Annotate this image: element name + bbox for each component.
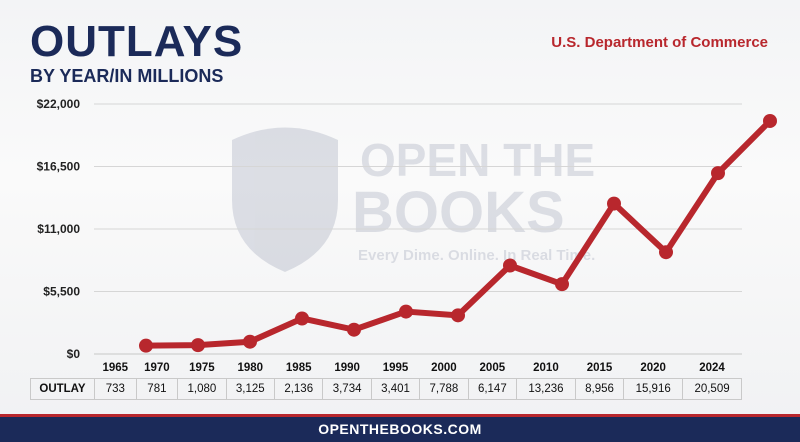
table-value-cell: 20,509 [682,378,742,400]
data-point [503,258,517,273]
watermark-tagline: Every Dime. Online. In Real Time. [358,247,595,264]
table-year-cell: 2015 [575,358,624,379]
data-point [295,311,309,326]
y-tick-label: $0 [67,347,81,361]
table-value-cell: 8,956 [574,378,625,400]
table-year-cell: 2024 [682,358,742,379]
y-tick-label: $22,000 [37,97,81,111]
table-year-cell: 1990 [322,358,372,379]
department-label: U.S. Department of Commerce [551,34,768,51]
data-point [711,166,725,181]
data-point [399,304,413,319]
data-point [763,113,777,128]
table-value-cell: 3,734 [322,378,372,400]
table-value-cell: 13,236 [516,378,576,400]
data-point [347,322,361,337]
table-year-cell: 1970 [136,358,178,379]
watermark-line1: OPEN THE [360,134,595,186]
table-year-cell: 1965 [94,358,137,379]
table-corner [30,358,95,379]
table-value-cell: 3,125 [225,378,276,400]
data-point [243,334,257,349]
table-year-cell: 2010 [516,358,576,379]
data-point [139,338,153,353]
table-year-cell: 2005 [468,358,517,379]
table-value-cell: 781 [135,378,179,400]
table-value-cell: 15,916 [623,378,684,400]
table-year-cell: 2020 [623,358,683,379]
watermark-line2: BOOKS [352,180,565,245]
table-value-cell: 2,136 [273,378,324,400]
data-point [555,277,569,292]
y-axis: $0 $5,500 $11,000 $16,500 $22,000 [37,97,81,361]
series-line [139,113,777,353]
data-point [191,338,205,353]
table-year-cell: 1975 [177,358,227,379]
table-year-row: 1965 1970 1975 1980 1985 1990 1995 2000 2005 2010… [30,358,742,379]
open-the-books-watermark: OPEN THE BOOKS Every Dime. Online. In Re… [232,127,595,272]
table-year-cell: 1980 [226,358,275,379]
y-tick-label: $16,500 [37,160,81,174]
table-value-cell: 1,080 [177,378,227,400]
footer-url: OPENTHEBOOKS.COM [0,414,800,442]
chart-title: OUTLAYS [30,17,244,66]
chart-subtitle: BY YEAR/IN MILLIONS [30,66,224,86]
data-point [451,308,465,323]
gridlines [94,103,742,355]
table-year-cell: 2000 [419,358,469,379]
outlay-table: 1965 1970 1975 1980 1985 1990 1995 2000 2005 2010… [30,358,742,400]
y-tick-label: $5,500 [43,285,80,299]
data-point [659,245,673,260]
table-year-cell: 1985 [274,358,323,379]
table-value-cell: 733 [94,378,137,400]
table-row-label: OUTLAY [30,378,95,400]
shield-icon [232,127,338,272]
table-value-cell: 3,401 [370,378,421,400]
table-year-cell: 1995 [371,358,420,379]
y-tick-label: $11,000 [37,222,80,236]
table-value-row: OUTLAY 733 781 1,080 3,125 2,136 3,734 3,401 7,… [30,378,742,400]
data-point [607,196,621,211]
table-value-cell: 6,147 [467,378,518,400]
table-value-cell: 7,788 [419,378,469,400]
